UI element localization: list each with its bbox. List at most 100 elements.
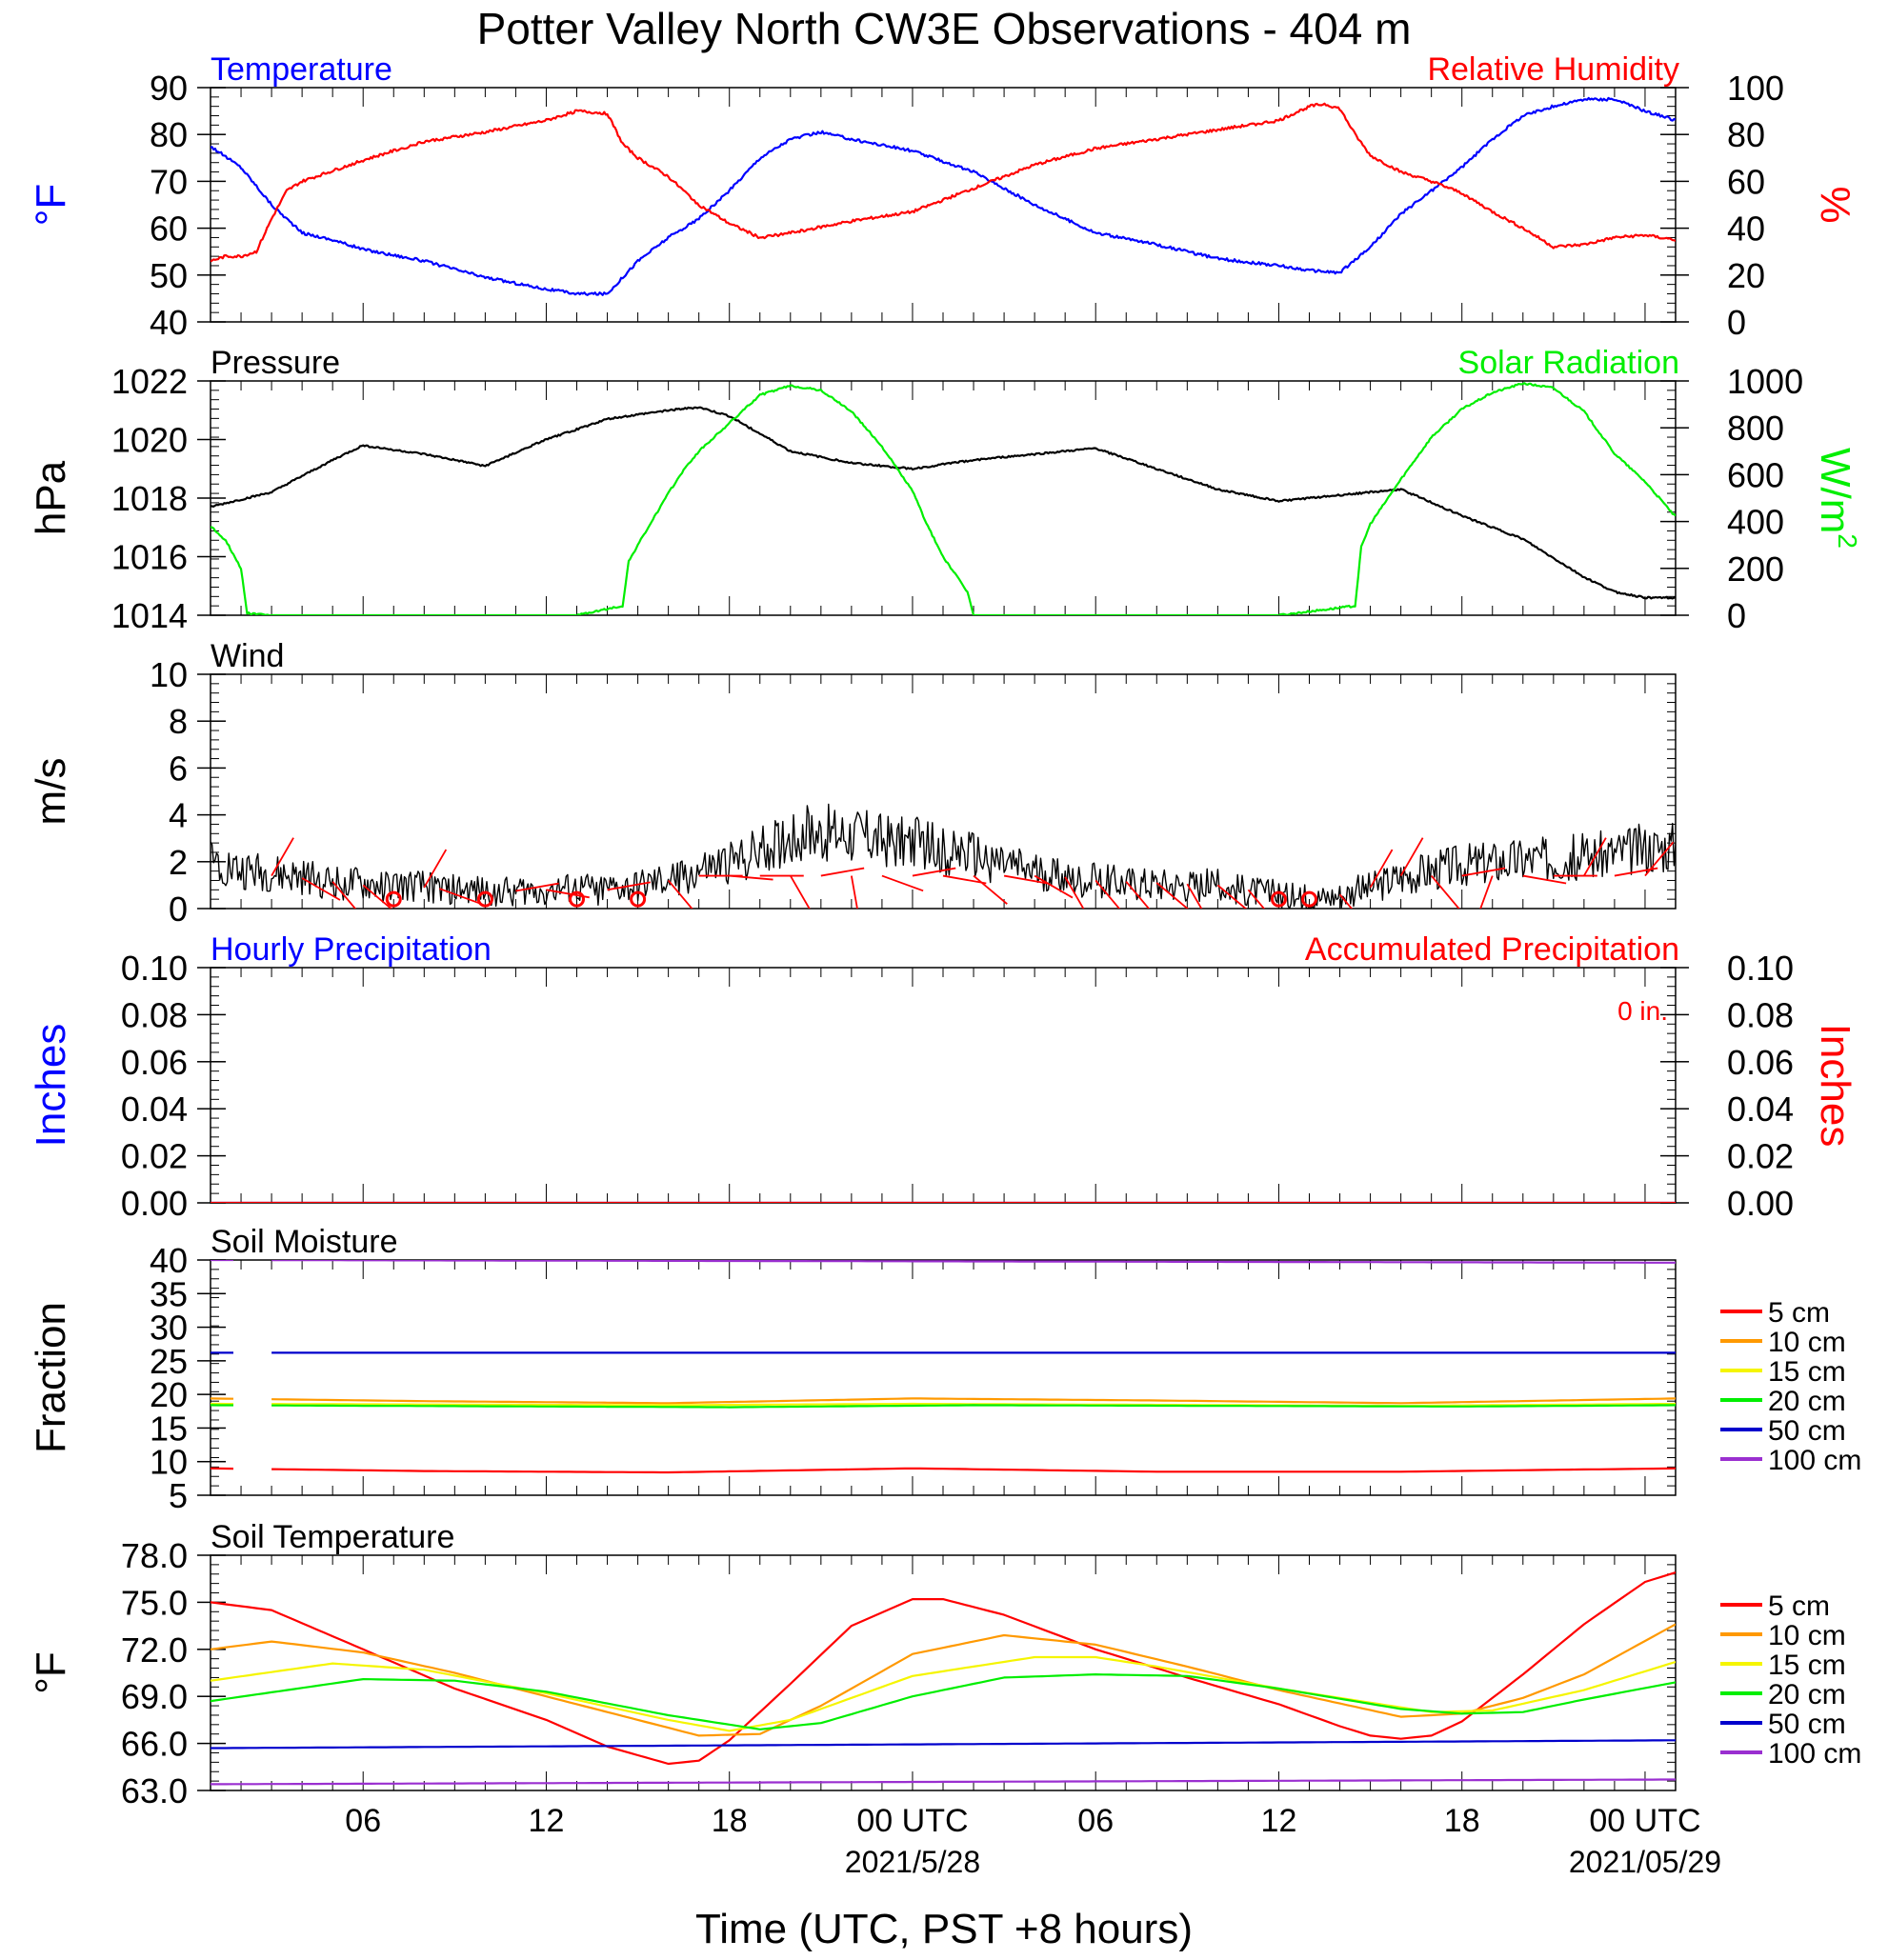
legend-label: 20 cm <box>1768 1386 1846 1417</box>
wind-barb <box>1034 874 1074 899</box>
y-tick-label-left: 1014 <box>111 596 188 635</box>
y-tick-label-right: 80 <box>1727 115 1765 154</box>
y-tick-label-left: 1022 <box>111 362 188 401</box>
y-tick-label-left: 66.0 <box>121 1725 188 1764</box>
y-tick-label-left: 0 <box>169 890 188 929</box>
series-line-wind <box>211 803 1676 909</box>
wind-calm-marker <box>476 890 493 908</box>
wind-barb <box>820 867 865 877</box>
legend-label: 20 cm <box>1768 1679 1846 1710</box>
series-group <box>211 1260 1676 1474</box>
legend-label: 15 cm <box>1768 1650 1846 1681</box>
y-tick-label-right: 0.04 <box>1727 1090 1794 1129</box>
precip-total-annotation: 0 in. <box>1617 996 1668 1026</box>
y-tick-label-left: 10 <box>150 1443 188 1482</box>
wind-barb <box>1186 883 1203 909</box>
wind-calm-marker <box>569 890 585 908</box>
x-tick-date-label: 2021/5/28 <box>845 1845 980 1879</box>
y-axis-label-right-sup: 2 <box>1833 533 1862 549</box>
panel-title-left: Soil Temperature <box>211 1519 454 1555</box>
legend-label: 100 cm <box>1768 1738 1861 1770</box>
series-line-10-cm <box>211 1397 1676 1405</box>
wind-barb <box>973 874 1008 905</box>
x-tick-label: 00 UTC <box>856 1803 968 1839</box>
wind-barb <box>850 875 858 909</box>
y-tick-label-left: 5 <box>169 1476 188 1515</box>
y-tick-label-right: 100 <box>1727 69 1784 108</box>
wind-barb <box>1338 893 1354 909</box>
y-axis-label-left: Inches <box>28 1024 74 1148</box>
y-tick-label-right: 0.06 <box>1727 1043 1794 1082</box>
legend-label: 10 cm <box>1768 1327 1846 1358</box>
y-tick-label-left: 0.06 <box>121 1043 188 1082</box>
wind-barb <box>515 882 559 892</box>
x-tick-label: 00 UTC <box>1589 1803 1700 1839</box>
wind-barb <box>362 884 392 909</box>
y-tick-label-left: 6 <box>169 749 188 788</box>
x-axis-label: Time (UTC, PST +8 hours) <box>695 1906 1193 1952</box>
x-tick-label: 18 <box>712 1803 748 1839</box>
y-axis-label-right-base: % <box>1812 186 1858 223</box>
panel-frame <box>210 967 1677 1204</box>
wind-barb <box>1644 841 1675 877</box>
series-line-10-cm <box>211 1623 1676 1737</box>
legend-label: 5 cm <box>1768 1297 1830 1329</box>
y-tick-label-left: 1018 <box>111 479 188 518</box>
y-tick-label-right: 200 <box>1727 550 1784 589</box>
wind-barb <box>1247 889 1266 909</box>
y-tick-label-left: 80 <box>150 115 188 154</box>
y-tick-label-left: 60 <box>150 210 188 249</box>
panel-title-right: Relative Humidity <box>1427 51 1679 88</box>
wind-barb <box>1399 837 1424 877</box>
y-axis-label-right: W/m2 <box>1812 448 1862 549</box>
wind-barb <box>1522 874 1567 885</box>
wind-barb <box>1583 837 1607 877</box>
y-axis-label-left: Fraction <box>28 1302 74 1453</box>
panel-title-left: Temperature <box>211 51 392 88</box>
wind-barb <box>1155 882 1189 909</box>
y-tick-label-right: 40 <box>1727 210 1765 249</box>
x-tick-label: 06 <box>1077 1803 1114 1839</box>
series-line-100-cm <box>211 1778 1676 1786</box>
series-line-solar-radiation <box>211 382 1676 615</box>
y-tick-label-left: 63.0 <box>121 1771 188 1810</box>
series-line-5-cm <box>211 1467 1676 1474</box>
y-tick-label-left: 90 <box>150 69 188 108</box>
y-tick-label-right: 0 <box>1727 596 1746 635</box>
panel-title-left: Wind <box>211 638 284 674</box>
y-tick-label-left: 40 <box>150 1241 188 1280</box>
y-tick-label-left: 78.0 <box>121 1536 188 1575</box>
wind-barb <box>271 837 294 877</box>
wind-barb <box>790 875 811 909</box>
series-group <box>211 96 1676 296</box>
y-tick-label-right: 0.10 <box>1727 949 1794 988</box>
series-line-pressure <box>211 406 1676 600</box>
panel-frame <box>210 87 1677 323</box>
series-group <box>211 1571 1676 1786</box>
series-line-20-cm <box>211 1673 1676 1730</box>
y-tick-label-right: 600 <box>1727 455 1784 494</box>
y-tick-label-left: 4 <box>169 796 188 835</box>
x-tick-label: 12 <box>529 1803 565 1839</box>
series-group <box>211 803 1676 909</box>
wind-barb <box>1479 875 1494 909</box>
wind-barb <box>607 881 651 891</box>
series-line-100-cm <box>211 1260 1676 1264</box>
y-tick-label-left: 20 <box>150 1375 188 1414</box>
y-tick-label-right: 0.02 <box>1727 1137 1794 1176</box>
y-tick-label-left: 0.08 <box>121 995 188 1034</box>
y-axis-label-right-base: Inches <box>1812 1024 1858 1148</box>
y-tick-label-left: 72.0 <box>121 1630 188 1670</box>
legend-label: 100 cm <box>1768 1445 1861 1476</box>
panel-precipitation: 0.10 0.08 0.06 0.04 0.02 0.00 0.10 0.08 0.06 0.04… <box>28 931 1858 1223</box>
y-tick-label-left: 10 <box>150 655 188 694</box>
wind-barb <box>1003 874 1048 885</box>
wind-barb <box>1461 867 1506 877</box>
wind-calm-marker <box>385 890 402 908</box>
legend-label: 5 cm <box>1768 1590 1830 1622</box>
panel-title-left: Hourly Precipitation <box>211 931 492 968</box>
y-tick-label-left: 35 <box>150 1274 188 1313</box>
wind-barb <box>439 888 481 905</box>
y-tick-label-right: 0.08 <box>1727 995 1794 1034</box>
panel-frame <box>210 1554 1677 1791</box>
